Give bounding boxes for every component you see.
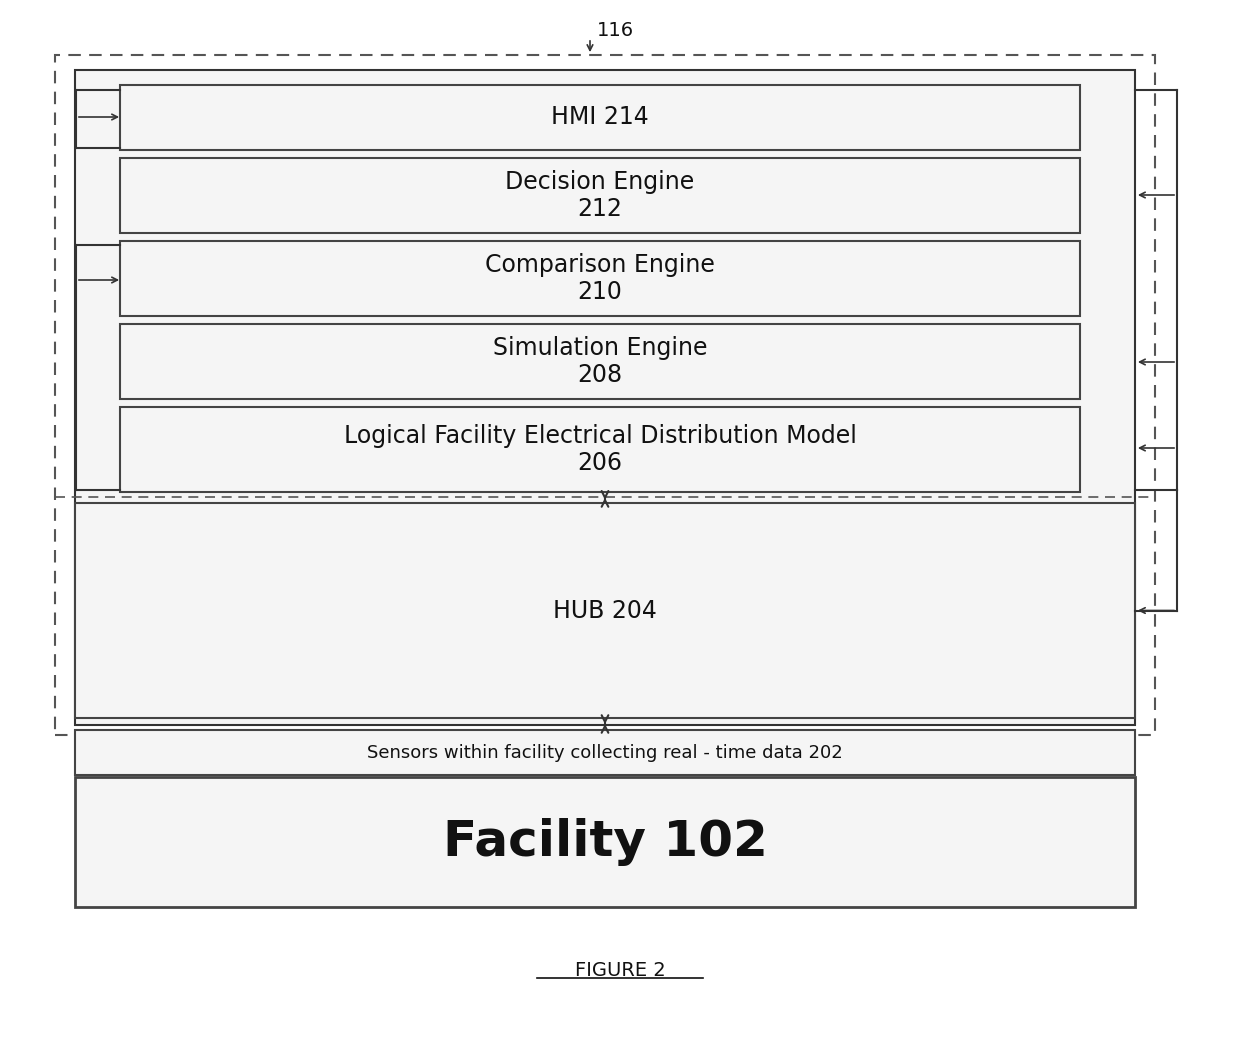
Text: HMI 214: HMI 214 <box>551 106 649 129</box>
Text: Simulation Engine
208: Simulation Engine 208 <box>492 336 707 387</box>
Text: Sensors within facility collecting real - time data 202: Sensors within facility collecting real … <box>367 744 843 762</box>
Text: FIGURE 2: FIGURE 2 <box>574 961 666 980</box>
FancyBboxPatch shape <box>120 158 1080 233</box>
FancyBboxPatch shape <box>74 70 1135 725</box>
FancyBboxPatch shape <box>120 324 1080 399</box>
Text: Logical Facility Electrical Distribution Model
206: Logical Facility Electrical Distribution… <box>343 424 857 475</box>
FancyBboxPatch shape <box>120 407 1080 492</box>
Text: Decision Engine
212: Decision Engine 212 <box>506 170 694 221</box>
FancyBboxPatch shape <box>74 504 1135 718</box>
Text: 116: 116 <box>596 21 634 40</box>
FancyBboxPatch shape <box>120 241 1080 316</box>
FancyBboxPatch shape <box>74 777 1135 907</box>
FancyBboxPatch shape <box>120 85 1080 150</box>
Text: Comparison Engine
210: Comparison Engine 210 <box>485 253 715 304</box>
Text: Facility 102: Facility 102 <box>443 818 768 866</box>
FancyBboxPatch shape <box>74 730 1135 775</box>
Text: HUB 204: HUB 204 <box>553 599 657 622</box>
